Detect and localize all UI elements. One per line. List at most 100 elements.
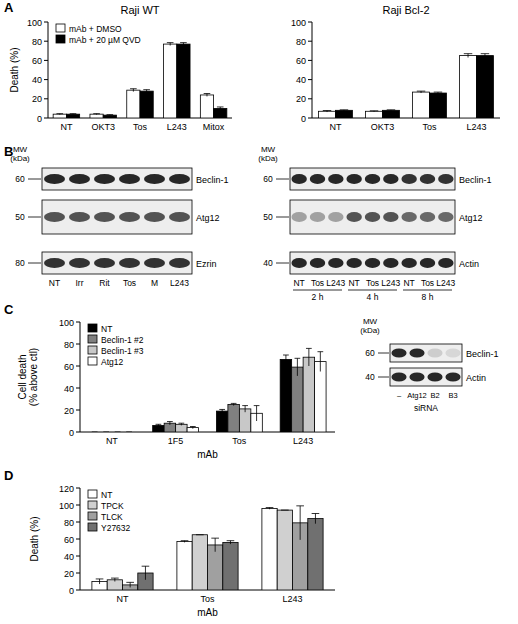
blot-row: 60Beclin-1 bbox=[15, 168, 228, 190]
y-tick bbox=[44, 60, 48, 61]
mw-tick bbox=[28, 179, 41, 180]
error-bar bbox=[103, 432, 109, 433]
bar bbox=[192, 535, 207, 590]
mw-tick bbox=[276, 263, 289, 264]
legend-swatch bbox=[88, 523, 97, 531]
legend: mAb + DMSOmAb + 20 µM QVD bbox=[56, 24, 141, 45]
x-tick-label: OKT3 bbox=[91, 122, 115, 132]
bar bbox=[366, 111, 383, 118]
panel-letter: D bbox=[4, 468, 13, 483]
band bbox=[291, 212, 306, 222]
bar bbox=[214, 108, 227, 118]
error-line bbox=[114, 578, 115, 581]
legend-label: TPCK bbox=[101, 501, 124, 511]
legend-swatch bbox=[88, 490, 97, 498]
panel-letter: A bbox=[4, 0, 14, 15]
bar bbox=[228, 405, 239, 433]
mw-value: 60 bbox=[365, 348, 375, 358]
bar bbox=[176, 424, 187, 432]
y-tick-label: 40 bbox=[32, 75, 42, 85]
error-bar bbox=[231, 403, 237, 405]
y-tick-label: 60 bbox=[64, 362, 74, 372]
legend-swatch bbox=[88, 324, 97, 332]
error-cap bbox=[178, 423, 184, 424]
x-tick-label: NT bbox=[117, 594, 129, 604]
bar bbox=[123, 432, 134, 433]
error-cap bbox=[306, 348, 312, 349]
error-cap bbox=[156, 424, 162, 425]
bar bbox=[319, 111, 336, 118]
error-cap bbox=[115, 432, 121, 433]
plot-area bbox=[53, 43, 227, 118]
error-cap bbox=[254, 405, 260, 406]
error-cap bbox=[142, 566, 150, 567]
error-bar bbox=[317, 352, 323, 372]
row-label: Actin bbox=[459, 259, 479, 269]
error-bar bbox=[204, 94, 211, 97]
y-tick-label: 100 bbox=[59, 318, 74, 328]
text-line: (% above ctl) bbox=[28, 348, 39, 406]
x-tick-label: Tos bbox=[133, 122, 148, 132]
blot-row: 40 Actin bbox=[365, 368, 486, 386]
y-tick-label: 80 bbox=[64, 340, 74, 350]
figure: ARaji WT020406080100Death (%)NTOKT3TosL2… bbox=[0, 0, 518, 624]
error-cap bbox=[56, 113, 63, 114]
band bbox=[420, 258, 435, 268]
error-cap bbox=[231, 403, 237, 404]
mw-header: MW(kDa) bbox=[10, 145, 30, 163]
y-tick-label: 80 bbox=[296, 37, 306, 47]
y-tick bbox=[76, 344, 80, 345]
y-tick bbox=[76, 322, 80, 323]
mw-header: MW(kDa) bbox=[258, 145, 278, 163]
y-tick bbox=[76, 366, 80, 367]
blot-frame bbox=[290, 200, 455, 234]
error-line bbox=[169, 422, 170, 425]
y-tick-label: 100 bbox=[27, 18, 42, 28]
band bbox=[438, 258, 453, 268]
plot-area bbox=[92, 506, 323, 590]
band bbox=[346, 258, 361, 268]
band bbox=[328, 174, 343, 184]
band bbox=[69, 212, 90, 222]
band bbox=[383, 174, 398, 184]
error-cap bbox=[283, 355, 289, 356]
error-line bbox=[222, 409, 223, 412]
bar bbox=[262, 508, 277, 590]
bar bbox=[200, 95, 213, 118]
y-tick bbox=[308, 79, 312, 80]
y-tick bbox=[308, 118, 312, 119]
lane-label: B3 bbox=[448, 391, 457, 400]
panel-letter: C bbox=[4, 302, 14, 317]
y-tick-label: 80 bbox=[32, 37, 42, 47]
plot-area bbox=[92, 348, 326, 432]
band bbox=[310, 174, 325, 184]
error-bar bbox=[178, 423, 184, 425]
legend-swatch bbox=[88, 357, 97, 365]
y-tick-label: 40 bbox=[296, 75, 306, 85]
error-line bbox=[230, 541, 231, 544]
band bbox=[94, 258, 115, 268]
y-tick-label: 0 bbox=[301, 114, 306, 124]
band bbox=[401, 258, 416, 268]
mw-value: 40 bbox=[365, 372, 375, 382]
mw-value: 50 bbox=[263, 212, 273, 222]
bar bbox=[89, 432, 100, 433]
chart-title: Raji Bcl-2 bbox=[382, 4, 429, 16]
lane-label: NT bbox=[348, 278, 359, 288]
chart: ARaji WT020406080100Death (%)NTOKT3TosL2… bbox=[4, 0, 232, 132]
blot-frame bbox=[390, 368, 462, 386]
bar bbox=[127, 90, 140, 118]
band bbox=[169, 174, 190, 184]
error-cap bbox=[180, 42, 187, 43]
lane-label: NT bbox=[403, 278, 414, 288]
row-label: Actin bbox=[466, 373, 486, 383]
error-line bbox=[300, 506, 301, 540]
band bbox=[291, 174, 306, 184]
bar bbox=[239, 409, 250, 432]
legend-swatch bbox=[88, 346, 97, 354]
legend-label: mAb + 20 µM QVD bbox=[69, 35, 141, 45]
band bbox=[401, 212, 416, 222]
error-cap bbox=[481, 53, 489, 54]
error-bar bbox=[126, 582, 134, 587]
error-bar bbox=[340, 109, 348, 111]
